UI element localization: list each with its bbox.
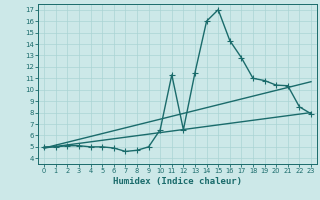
X-axis label: Humidex (Indice chaleur): Humidex (Indice chaleur) bbox=[113, 177, 242, 186]
